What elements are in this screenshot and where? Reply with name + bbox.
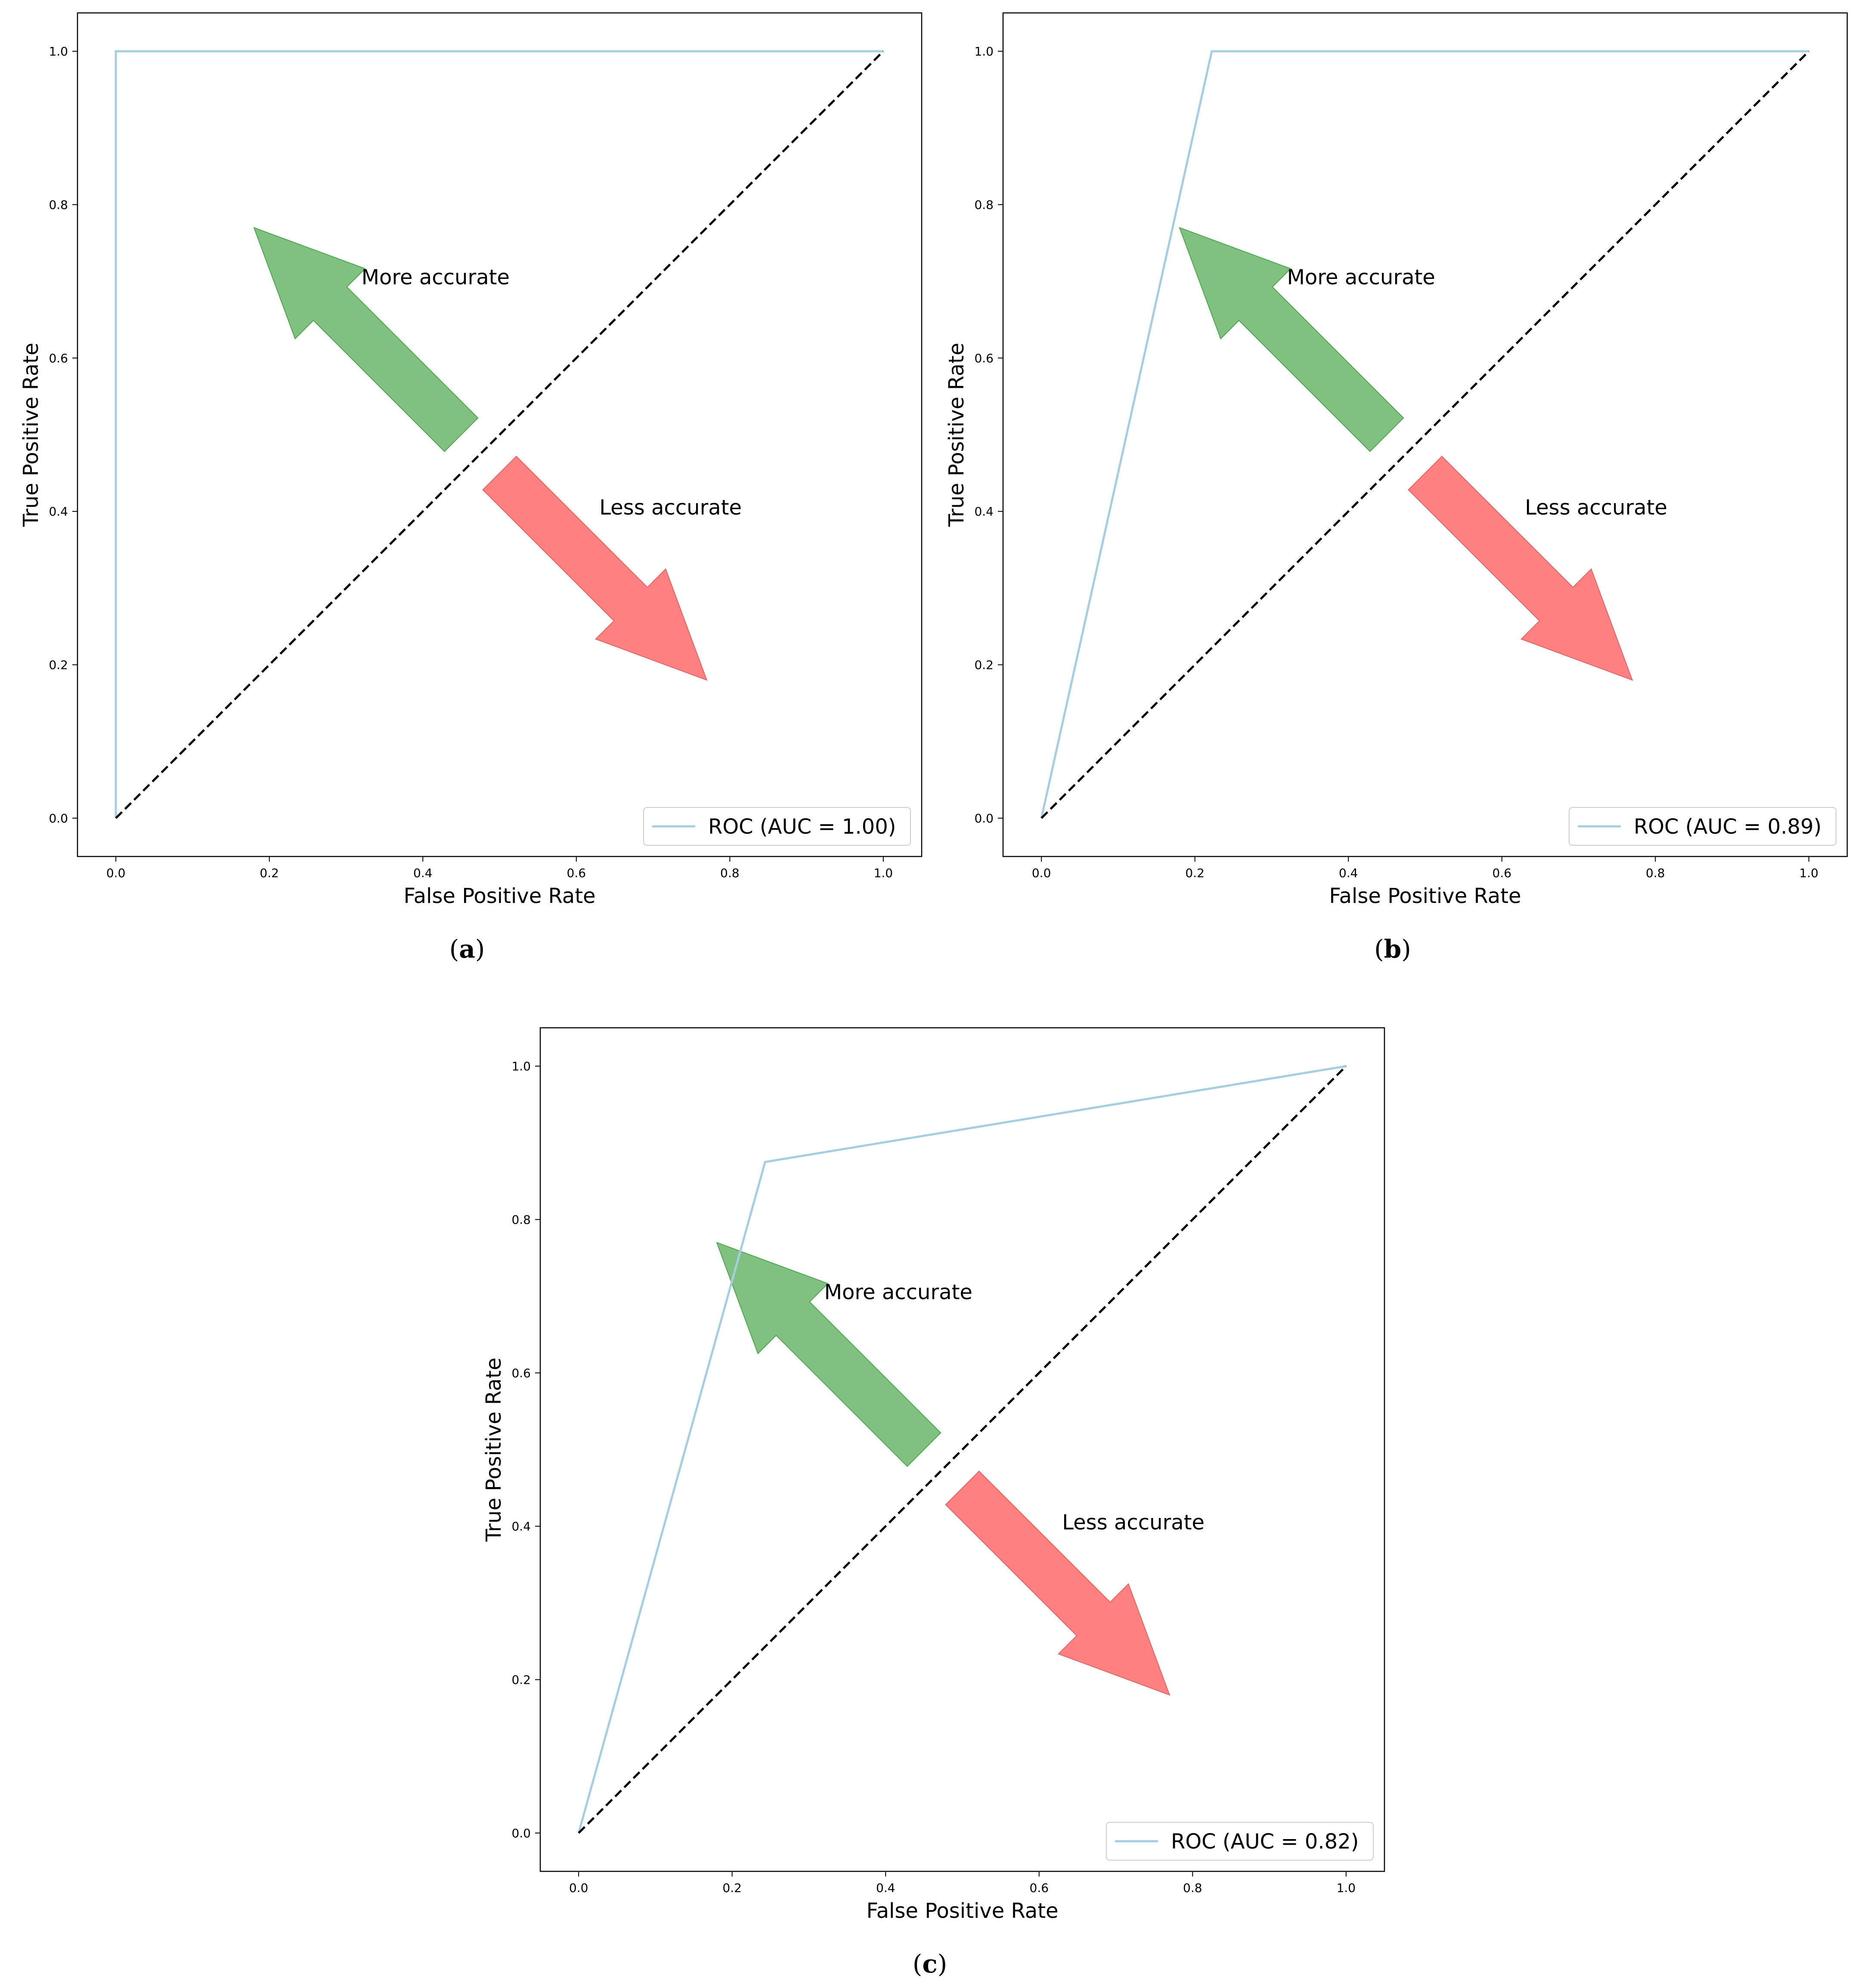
x-axis-title: False Positive Rate	[866, 1899, 1058, 1923]
less-accurate-arrow	[482, 455, 708, 681]
y-tick-label: 1.0	[49, 44, 68, 59]
y-tick-label: 0.4	[974, 504, 994, 519]
y-tick-label: 0.8	[511, 1212, 531, 1227]
y-tick-label: 1.0	[511, 1059, 531, 1073]
roc-panel-b: 0.0 0.2 0.4 0.6 0.8 1.0 0.0 0.2 0.4 0.6 0.8 1.0 Fals…	[944, 12, 1848, 964]
x-axis-title: False Positive Rate	[403, 884, 595, 908]
y-tick-label: 0.4	[49, 504, 68, 519]
less-accurate-label: Less accurate	[1062, 1510, 1205, 1534]
y-tick-label: 0.6	[511, 1366, 531, 1380]
more-accurate-label: More accurate	[824, 1280, 972, 1305]
legend-label: ROC (AUC = 0.82)	[1171, 1830, 1359, 1854]
y-tick-label: 0.6	[49, 351, 68, 365]
roc-curve	[1040, 50, 1809, 819]
more-accurate-label: More accurate	[1287, 266, 1435, 290]
less-accurate-arrow	[1408, 455, 1633, 681]
y-tick-label: 0.0	[49, 811, 68, 825]
roc-panel-c: 0.0 0.2 0.4 0.6 0.8 1.0 0.0 0.2 0.4 0.6 0.8 1.0 Fals…	[482, 1027, 1385, 1979]
x-tick-label: 1.0	[874, 866, 893, 880]
legend-label: ROC (AUC = 1.00)	[708, 815, 896, 839]
x-tick-label: 0.8	[1646, 866, 1665, 880]
y-tick-label: 0.0	[974, 811, 994, 825]
y-tick-label: 0.2	[49, 658, 68, 672]
more-accurate-arrow	[716, 1242, 941, 1467]
roc-curve	[577, 1065, 1347, 1833]
y-tick-label: 0.4	[511, 1519, 531, 1534]
y-tick-label: 0.0	[511, 1826, 531, 1840]
legend-box	[1569, 807, 1836, 846]
y-tick-label: 0.6	[974, 351, 994, 365]
y-tick-label: 0.8	[49, 198, 68, 212]
x-tick-label: 0.6	[567, 866, 586, 880]
x-tick-label: 0.4	[413, 866, 433, 880]
more-accurate-arrow	[253, 227, 479, 452]
less-accurate-arrow	[945, 1470, 1170, 1696]
legend-box	[643, 807, 911, 846]
chance-diagonal	[1040, 50, 1810, 819]
x-axis-title: False Positive Rate	[1329, 884, 1521, 908]
x-tick-label: 0.2	[260, 866, 279, 880]
roc-curve	[115, 50, 883, 818]
x-tick-label: 0.2	[1185, 866, 1205, 880]
less-accurate-label: Less accurate	[1525, 495, 1667, 519]
less-accurate-label: Less accurate	[599, 495, 742, 519]
x-tick-label: 0.0	[569, 1881, 588, 1895]
x-tick-label: 0.4	[876, 1881, 895, 1895]
x-tick-label: 1.0	[1337, 1881, 1356, 1895]
panel-caption: (b)	[1374, 934, 1411, 964]
x-tick-label: 0.0	[1032, 866, 1051, 880]
more-accurate-arrow	[1179, 227, 1404, 452]
x-tick-label: 0.6	[1493, 866, 1512, 880]
x-tick-label: 0.2	[722, 1881, 742, 1895]
chance-diagonal	[578, 1065, 1347, 1834]
y-tick-label: 0.8	[974, 198, 994, 212]
x-tick-label: 1.0	[1799, 866, 1819, 880]
x-tick-label: 0.8	[1183, 1881, 1202, 1895]
y-tick-label: 0.2	[511, 1673, 531, 1687]
x-tick-label: 0.6	[1030, 1881, 1049, 1895]
y-axis-title: True Positive Rate	[944, 343, 969, 527]
y-axis-title: True Positive Rate	[482, 1357, 506, 1542]
x-tick-label: 0.0	[106, 866, 126, 880]
legend-box	[1106, 1822, 1374, 1861]
y-tick-label: 0.2	[974, 658, 994, 672]
x-tick-label: 0.4	[1339, 866, 1358, 880]
y-axis-title: True Positive Rate	[19, 343, 43, 527]
x-tick-label: 0.8	[720, 866, 740, 880]
y-tick-label: 1.0	[974, 44, 994, 59]
roc-panel-a: 0.0 0.2 0.4 0.6 0.8 1.0 0.0 0.2 0.4 0.6 0.8 1.0 Fals…	[19, 12, 923, 964]
chance-diagonal	[115, 50, 884, 819]
legend-label: ROC (AUC = 0.89)	[1634, 815, 1821, 839]
more-accurate-label: More accurate	[362, 266, 510, 290]
panel-caption: (a)	[449, 934, 485, 964]
panel-caption: (c)	[913, 1949, 948, 1979]
